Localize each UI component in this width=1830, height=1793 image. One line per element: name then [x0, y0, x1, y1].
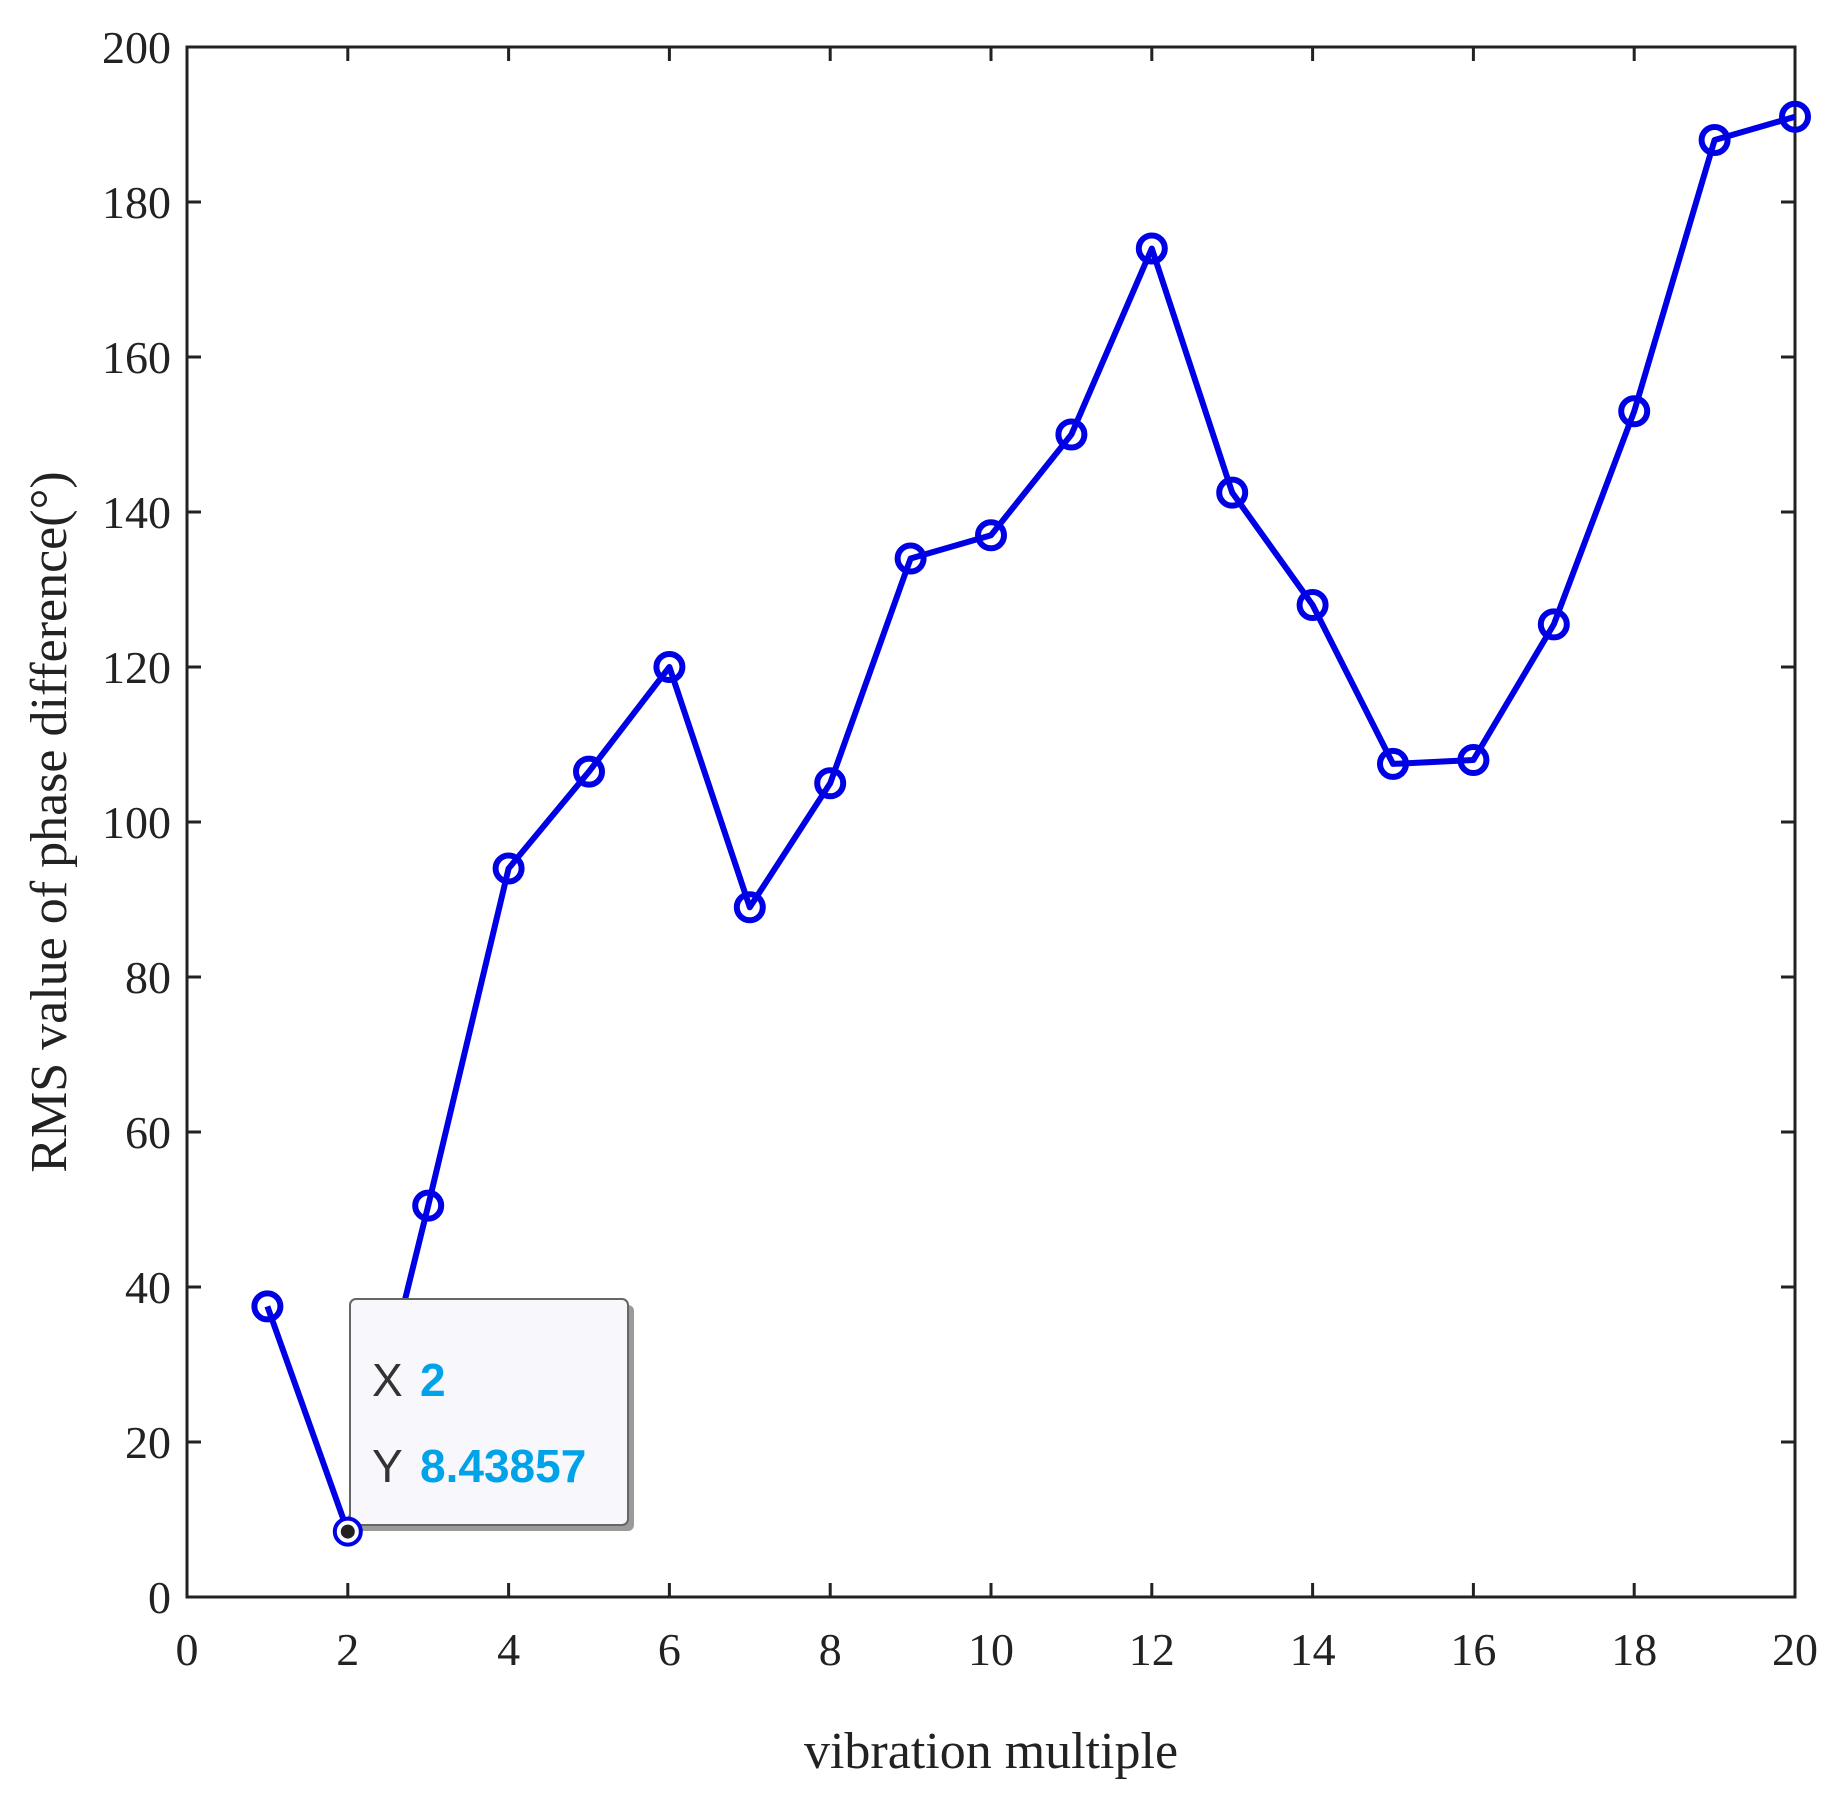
- data-point: [1457, 744, 1490, 776]
- data-point: [1618, 395, 1651, 428]
- data-point: [573, 755, 605, 788]
- x-tick-label: 20: [1772, 1624, 1818, 1675]
- y-tick-label: 140: [102, 487, 171, 538]
- data-point: [653, 651, 686, 683]
- data-point-selected-dot: [340, 1524, 355, 1539]
- datatip-x-key: X: [372, 1354, 403, 1406]
- data-point: [492, 852, 525, 885]
- y-tick-label: 160: [102, 332, 171, 383]
- x-tick-label: 18: [1611, 1624, 1657, 1675]
- x-tick-label: 12: [1129, 1624, 1175, 1675]
- x-tick-label: 14: [1290, 1624, 1336, 1675]
- y-axis-title: RMS value of phase difference(°): [21, 471, 78, 1172]
- axis-ticks: [185, 45, 1797, 1599]
- datatip-x-value: 2: [420, 1354, 446, 1406]
- x-tick-label: 16: [1450, 1624, 1496, 1675]
- x-axis-title: vibration multiple: [804, 1723, 1178, 1780]
- data-point: [1779, 100, 1811, 133]
- x-tick-label: 0: [176, 1624, 199, 1675]
- datatip-y-value: 8.43857: [420, 1440, 586, 1492]
- datatip[interactable]: X 2 Y 8.43857: [349, 1298, 634, 1531]
- data-point: [894, 542, 927, 575]
- data-point: [1537, 608, 1570, 641]
- series-markers: [251, 100, 1811, 1323]
- x-tick-label: 2: [336, 1624, 359, 1675]
- data-point: [975, 519, 1007, 552]
- data-point: [1377, 747, 1409, 780]
- data-point: [814, 767, 847, 800]
- y-tick-label: 60: [125, 1107, 171, 1158]
- y-tick-label: 180: [102, 177, 171, 228]
- y-tick-labels: 0 20 40 60 80 100 120 140 160 180 200: [102, 22, 171, 1623]
- y-tick-label: 100: [102, 797, 171, 848]
- y-tick-label: 200: [102, 22, 171, 73]
- data-point: [251, 1290, 284, 1323]
- data-point: [1698, 124, 1731, 156]
- data-point: [733, 891, 766, 924]
- data-point: [1216, 476, 1249, 509]
- series-line: [264, 113, 1796, 1535]
- x-tick-labels: 0 2 4 6 8 10 12 14 16 18 20: [176, 1624, 1819, 1675]
- datatip-anchor-point[interactable]: [332, 1516, 363, 1547]
- data-point: [412, 1189, 445, 1222]
- x-tick-label: 6: [658, 1624, 681, 1675]
- datatip-y-key: Y: [372, 1440, 403, 1492]
- data-point: [1135, 232, 1168, 265]
- y-tick-label: 40: [125, 1262, 171, 1313]
- data-point: [1296, 589, 1329, 621]
- x-tick-label: 8: [819, 1624, 842, 1675]
- x-tick-label: 4: [497, 1624, 520, 1675]
- y-tick-label: 80: [125, 952, 171, 1003]
- y-tick-label: 120: [102, 642, 171, 693]
- y-tick-label: 20: [125, 1417, 171, 1468]
- y-tick-label: 0: [148, 1572, 171, 1623]
- datatip-box: [349, 1298, 629, 1526]
- x-tick-label: 10: [968, 1624, 1014, 1675]
- data-point: [1055, 418, 1088, 451]
